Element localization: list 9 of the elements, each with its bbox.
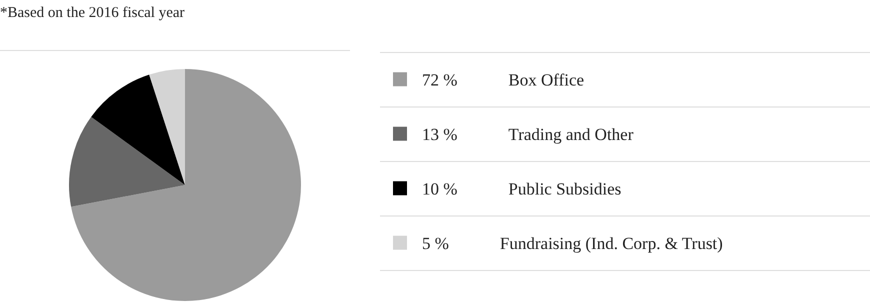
- legend-label: 10 % Public Subsidies: [422, 179, 622, 198]
- text: *Based on the 2016 fiscal year: [0, 5, 185, 21]
- legend-label: 5 % Fundraising (Ind. Corp. & Trust): [422, 234, 723, 253]
- legend-label: 72 % Box Office: [422, 70, 584, 90]
- pie-slice: [71, 69, 301, 301]
- pie-slice: [149, 69, 185, 185]
- legend-label: 13 % Trading and Other: [422, 124, 634, 144]
- pie-slice: [91, 74, 185, 185]
- pie-slice: [69, 116, 185, 207]
